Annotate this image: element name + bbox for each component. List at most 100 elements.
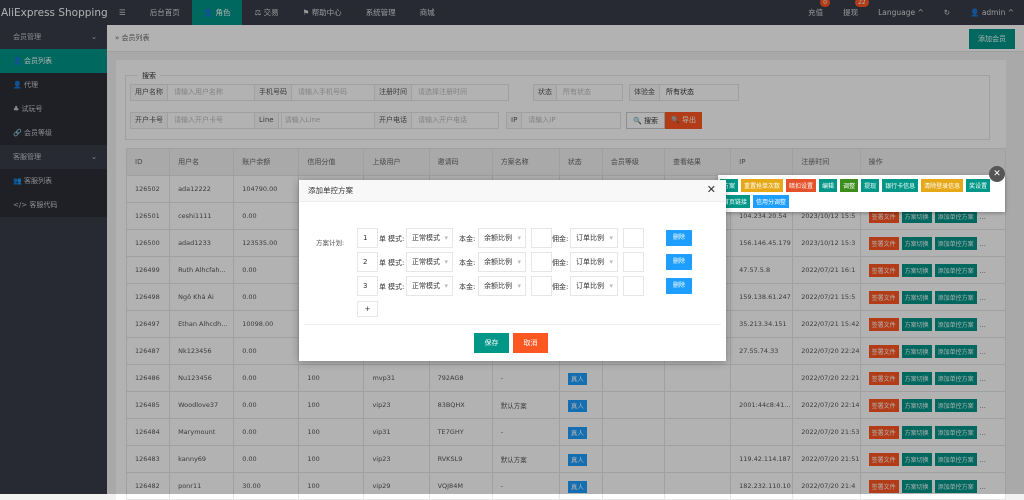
row-action-button[interactable]: 签署文件: [868, 371, 899, 385]
principal-select[interactable]: 余额比例: [478, 252, 526, 272]
sidebar-item-trial[interactable]: ♣ 试玩号: [0, 97, 107, 121]
column-header[interactable]: 邀请码: [428, 148, 493, 176]
close-icon[interactable]: ✕: [706, 183, 716, 196]
order-count-input[interactable]: 2: [357, 252, 378, 272]
delete-button[interactable]: 删除: [666, 278, 693, 294]
commission-select[interactable]: 订单比例: [570, 276, 618, 296]
user-menu[interactable]: 👤 admin ^: [970, 8, 1014, 17]
search-button[interactable]: 🔍 搜索: [626, 112, 665, 129]
principal-input[interactable]: [531, 228, 552, 248]
nav-help[interactable]: ⚑ 帮助中心: [302, 8, 342, 17]
popup-action-button[interactable]: 提现: [861, 179, 880, 192]
mode-select[interactable]: 正常模式: [406, 252, 453, 272]
more-button[interactable]: ...: [979, 455, 986, 464]
popup-action-button[interactable]: 信用分调整: [753, 195, 790, 208]
search-field-5[interactable]: 开户卡号 请输入开户卡号: [130, 112, 282, 129]
row-action-button[interactable]: 添加单控方案: [934, 344, 977, 358]
export-button[interactable]: 🔍 导出: [665, 112, 702, 129]
add-member-button[interactable]: 添加会员: [969, 29, 1015, 49]
popup-action-button[interactable]: 奖设置: [966, 179, 991, 192]
search-field-2[interactable]: 注册时间 请选择注册时间: [374, 84, 509, 101]
column-header[interactable]: 操作: [859, 148, 1007, 176]
commission-input[interactable]: [623, 228, 644, 248]
search-field-3[interactable]: 状态 所有状态: [533, 84, 623, 101]
column-header[interactable]: 上级用户: [363, 148, 430, 176]
more-button[interactable]: ...: [979, 320, 986, 329]
field-input[interactable]: 请输入用户名称: [174, 88, 223, 96]
row-action-button[interactable]: 方案切换: [901, 317, 932, 331]
sidebar-group-member[interactable]: 会员管理 ⌄: [0, 25, 107, 49]
row-action-button[interactable]: 方案切换: [901, 479, 932, 493]
row-action-button[interactable]: 方案切换: [901, 452, 932, 466]
row-action-button[interactable]: 添加单控方案: [934, 236, 977, 250]
row-action-button[interactable]: 签署文件: [868, 317, 899, 331]
more-button[interactable]: ...: [979, 212, 986, 221]
column-header[interactable]: 会员等级: [601, 148, 666, 176]
principal-input[interactable]: [531, 252, 552, 272]
menu-toggle-icon[interactable]: ☰: [119, 8, 126, 17]
delete-button[interactable]: 删除: [666, 230, 693, 246]
column-header[interactable]: ID: [125, 148, 171, 176]
field-input[interactable]: 请输入开户电话: [418, 116, 467, 124]
more-button[interactable]: ...: [979, 482, 986, 491]
sidebar-item-level[interactable]: 🔗 会员等级: [0, 121, 107, 145]
save-button[interactable]: 保存: [474, 333, 509, 353]
more-button[interactable]: ...: [979, 347, 986, 356]
add-row-button[interactable]: +: [357, 301, 378, 317]
more-button[interactable]: ...: [979, 293, 986, 302]
nav-role[interactable]: 👤 角色: [191, 0, 243, 25]
popup-action-button[interactable]: 清除登录信息: [921, 179, 964, 192]
search-field-1[interactable]: 手机号码 请输入手机号码: [254, 84, 379, 101]
field-input[interactable]: 所有状态: [666, 88, 694, 96]
row-action-button[interactable]: 方案切换: [901, 209, 932, 223]
principal-input[interactable]: [531, 276, 552, 296]
column-header[interactable]: 账户余额: [233, 148, 300, 176]
row-action-button[interactable]: 签署文件: [868, 452, 899, 466]
more-button[interactable]: ...: [979, 239, 986, 248]
nav-home[interactable]: 后台首页: [149, 8, 180, 17]
more-button[interactable]: ...: [979, 374, 986, 383]
cancel-button[interactable]: 取消: [513, 333, 548, 353]
refresh-icon[interactable]: ↻: [943, 8, 951, 17]
popup-action-button[interactable]: 编辑: [819, 179, 838, 192]
row-action-button[interactable]: 添加单控方案: [934, 290, 977, 304]
row-action-button[interactable]: 签署文件: [868, 479, 899, 493]
row-action-button[interactable]: 添加单控方案: [934, 209, 977, 223]
column-header[interactable]: 信用分值: [298, 148, 365, 176]
order-count-input[interactable]: 3: [357, 276, 378, 296]
row-action-button[interactable]: 方案切换: [901, 398, 932, 412]
field-input[interactable]: 请输入手机号码: [298, 88, 347, 96]
field-input[interactable]: 请输入开户卡号: [174, 116, 223, 124]
nav-system[interactable]: 系统管理: [365, 8, 396, 17]
sidebar-item-service-list[interactable]: 👥 客服列表: [0, 169, 107, 193]
row-action-button[interactable]: 签署文件: [868, 263, 899, 277]
sidebar-item-agent[interactable]: 👤 代理: [0, 73, 107, 97]
withdraw-link[interactable]: 提现 22: [843, 0, 869, 18]
popup-action-button[interactable]: 首页链接: [720, 195, 751, 208]
sidebar-item-member-list[interactable]: 👤 会员列表: [0, 49, 107, 73]
field-input[interactable]: 请输入Line: [284, 116, 321, 124]
commission-input[interactable]: [623, 252, 644, 272]
field-input[interactable]: 请输入IP: [528, 116, 556, 124]
row-action-button[interactable]: 添加单控方案: [934, 452, 977, 466]
row-action-button[interactable]: 添加单控方案: [934, 371, 977, 385]
principal-select[interactable]: 余额比例: [478, 228, 526, 248]
field-input[interactable]: 所有状态: [563, 88, 591, 96]
nav-trade[interactable]: ⚖ 交易: [254, 8, 279, 17]
more-button[interactable]: ...: [979, 401, 986, 410]
popup-action-button[interactable]: 暗扣设置: [786, 179, 817, 192]
column-header[interactable]: 查看结果: [663, 148, 732, 176]
column-header[interactable]: 状态: [558, 148, 603, 176]
row-action-button[interactable]: 签署文件: [868, 425, 899, 439]
row-action-button[interactable]: 签署文件: [868, 344, 899, 358]
row-action-button[interactable]: 签署文件: [868, 398, 899, 412]
row-action-button[interactable]: 方案切换: [901, 425, 932, 439]
popup-action-button[interactable]: 重置抢单次数: [741, 179, 784, 192]
search-field-8[interactable]: IP 请输入IP: [506, 112, 621, 129]
more-button[interactable]: ...: [979, 266, 986, 275]
commission-select[interactable]: 订单比例: [570, 228, 618, 248]
more-button[interactable]: ...: [979, 428, 986, 437]
mode-select[interactable]: 正常模式: [406, 228, 453, 248]
nav-mall[interactable]: 商城: [419, 8, 435, 17]
row-action-button[interactable]: 添加单控方案: [934, 479, 977, 493]
